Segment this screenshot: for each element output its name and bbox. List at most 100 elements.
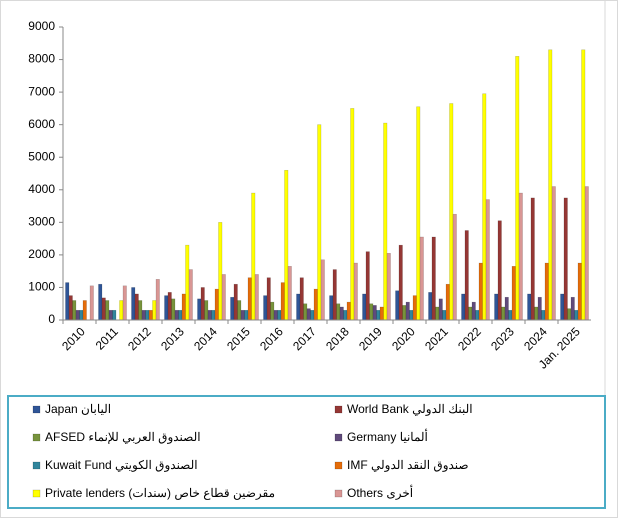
bar bbox=[273, 309, 278, 321]
bar bbox=[461, 293, 466, 321]
bar bbox=[438, 298, 443, 321]
legend-swatch bbox=[334, 433, 343, 442]
bar bbox=[445, 283, 450, 321]
bar bbox=[82, 300, 87, 321]
legend-swatch bbox=[334, 405, 343, 414]
bar bbox=[577, 262, 582, 321]
bar bbox=[218, 222, 223, 321]
bar bbox=[317, 124, 322, 321]
bar bbox=[284, 169, 289, 321]
bar bbox=[343, 309, 348, 321]
bar bbox=[287, 266, 292, 321]
bar bbox=[449, 103, 454, 321]
bar bbox=[485, 199, 490, 321]
bar bbox=[530, 197, 535, 321]
bar bbox=[207, 309, 212, 321]
bar bbox=[105, 300, 110, 321]
bar bbox=[442, 309, 447, 321]
bar bbox=[122, 285, 127, 321]
bar bbox=[464, 230, 469, 321]
bar bbox=[365, 251, 370, 321]
bar bbox=[379, 306, 384, 321]
bar bbox=[79, 309, 84, 321]
bar bbox=[101, 297, 106, 321]
bar bbox=[431, 236, 436, 321]
bar bbox=[405, 301, 410, 321]
bar bbox=[504, 296, 509, 321]
bar bbox=[563, 197, 568, 321]
bar bbox=[398, 244, 403, 321]
bar bbox=[254, 274, 259, 321]
bar bbox=[185, 244, 190, 321]
y-tick-label: 8000 bbox=[28, 52, 55, 66]
bar bbox=[537, 296, 542, 321]
bar bbox=[475, 309, 480, 321]
bar bbox=[435, 306, 440, 321]
bar bbox=[412, 295, 417, 321]
legend-label: Germany ألمانيا bbox=[347, 429, 428, 444]
legend-label: Kuwait Fund الصندوق الكويتي bbox=[45, 458, 198, 472]
bar bbox=[141, 309, 146, 321]
bar bbox=[329, 295, 334, 321]
bar bbox=[551, 186, 556, 321]
bar bbox=[75, 309, 80, 321]
bar bbox=[251, 192, 256, 321]
bar bbox=[112, 309, 117, 321]
bar bbox=[72, 300, 77, 321]
bar bbox=[280, 282, 285, 321]
bar bbox=[230, 296, 235, 321]
bar bbox=[237, 300, 242, 321]
legend-swatch bbox=[32, 405, 41, 414]
bar bbox=[581, 49, 586, 321]
bar bbox=[138, 300, 143, 321]
legend-swatch bbox=[334, 489, 343, 498]
bar bbox=[515, 56, 520, 321]
bar bbox=[171, 298, 176, 321]
bar bbox=[244, 309, 249, 321]
bar bbox=[416, 106, 421, 321]
y-tick-label: 6000 bbox=[28, 117, 55, 131]
bar bbox=[584, 186, 589, 321]
bar bbox=[339, 306, 344, 321]
y-tick-label: 1000 bbox=[28, 280, 55, 294]
y-tick-label: 7000 bbox=[28, 84, 55, 98]
legend-label: IMF صندوق النقد الدولي bbox=[347, 458, 469, 472]
bar bbox=[145, 309, 150, 321]
bar bbox=[511, 266, 516, 321]
bar bbox=[383, 122, 388, 321]
bar bbox=[68, 295, 73, 321]
bar bbox=[372, 305, 377, 321]
bar bbox=[131, 287, 136, 321]
y-tick-label: 4000 bbox=[28, 182, 55, 196]
legend-swatch bbox=[32, 489, 41, 498]
bar bbox=[119, 300, 124, 321]
bar bbox=[310, 309, 315, 321]
bar bbox=[494, 293, 499, 321]
bar bbox=[548, 49, 553, 321]
bar bbox=[306, 308, 311, 321]
bar bbox=[200, 287, 205, 321]
bar bbox=[148, 309, 153, 321]
legend-label: AFSED الصندوق العربي للإنماء bbox=[45, 430, 201, 445]
bar bbox=[376, 309, 381, 321]
bar bbox=[221, 274, 226, 321]
bar bbox=[482, 93, 487, 321]
bar bbox=[369, 303, 374, 321]
bar bbox=[98, 283, 103, 321]
bar bbox=[350, 108, 355, 321]
bar bbox=[478, 262, 483, 321]
bar bbox=[560, 293, 565, 321]
bar bbox=[402, 305, 407, 321]
bar bbox=[204, 300, 209, 321]
bar bbox=[188, 269, 193, 321]
bar bbox=[181, 293, 186, 321]
bar bbox=[266, 277, 271, 321]
bar bbox=[527, 293, 532, 321]
bar bbox=[313, 288, 318, 321]
bar bbox=[134, 293, 139, 321]
bar bbox=[567, 308, 572, 321]
bar bbox=[419, 236, 424, 321]
bar bbox=[263, 295, 268, 321]
